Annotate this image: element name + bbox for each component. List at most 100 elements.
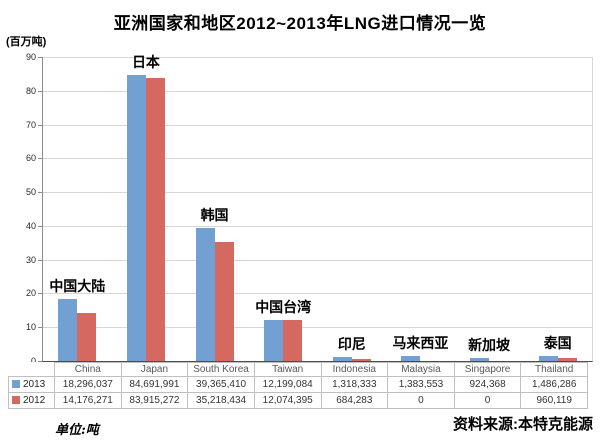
y-tick-mark-50 — [38, 192, 42, 194]
table-header-row: China Japan South Korea Taiwan Indonesia Mala… — [8, 362, 588, 377]
category-slot-china: 中国大陆 — [43, 57, 112, 361]
bar-2012-china — [77, 313, 97, 361]
category-slot-malaysia: 马来西亚 — [386, 57, 455, 361]
y-tick-mark-0 — [38, 361, 42, 362]
bar-2013-singapore — [470, 357, 490, 361]
bar-2012-indonesia — [351, 358, 371, 361]
bar-2013-indonesia — [332, 356, 352, 361]
category-slot-indonesia: 印尼 — [318, 57, 387, 361]
y-tick-mark-20 — [38, 293, 42, 295]
value-2013-singapore: 924,368 — [453, 376, 522, 393]
column-header-malaysia: Malaysia — [387, 362, 455, 377]
y-tick-label-60: 60 — [25, 153, 36, 164]
source-note: 资料来源:本特克能源 — [453, 416, 593, 433]
y-tick-label-30: 30 — [25, 254, 36, 265]
legend-label-2013: 2013 — [23, 379, 46, 390]
gridline-40 — [43, 225, 592, 227]
bar-group-label-japan: 日本 — [131, 53, 160, 70]
value-2013-taiwan: 12,199,084 — [253, 376, 322, 393]
bar-2013-taiwan — [264, 319, 284, 361]
table-row-2013: 2013 18,296,037 84,691,991 39,365,410 12,199… — [8, 376, 588, 393]
bar-group-label-malaysia: 马来西亚 — [392, 335, 449, 352]
column-header-indonesia: Indonesia — [320, 362, 389, 377]
category-slot-south-korea: 韩国 — [180, 57, 249, 361]
value-2013-malaysia: 1,383,553 — [387, 376, 455, 393]
plot-area: 中国大陆 日本韩国中国台湾印尼 马来西亚 新加坡 泰国 — [42, 54, 593, 362]
y-tick-label-70: 70 — [25, 119, 36, 130]
bar-2012-thailand — [557, 357, 577, 361]
category-slot-singapore: 新加坡 — [455, 57, 524, 361]
y-tick-mark-60 — [38, 158, 42, 160]
y-tick-mark-90 — [38, 57, 42, 58]
bar-2013-malaysia — [401, 356, 421, 361]
gridline-80 — [43, 90, 592, 92]
data-table: China Japan South Korea Taiwan Indonesia Mala… — [8, 362, 588, 409]
gridline-90 — [43, 57, 592, 58]
bar-group-label-singapore: 新加坡 — [468, 336, 511, 353]
y-axis-unit-label: (百万吨) — [6, 36, 47, 48]
value-2013-south-korea: 39,365,410 — [187, 376, 255, 393]
y-tick-mark-70 — [38, 124, 42, 126]
bar-group-label-indonesia: 印尼 — [337, 335, 366, 352]
y-tick-label-80: 80 — [25, 85, 36, 96]
table-row-2012: 2012 14,176,271 83,915,272 35,218,434 12,074… — [8, 392, 588, 409]
bar-group-label-china: 中国大陆 — [49, 278, 106, 295]
gridline-30 — [43, 259, 592, 261]
bar-2012-taiwan — [283, 320, 303, 361]
y-tick-label-90: 90 — [25, 52, 36, 62]
y-tick-label-20: 20 — [25, 288, 36, 299]
chart-title: 亚洲国家和地区2012~2013年LNG进口情况一览 — [113, 14, 487, 33]
bar-2013-south-korea — [195, 228, 215, 361]
value-2012-south-korea: 35,218,434 — [187, 392, 255, 409]
bar-2013-thailand — [538, 355, 558, 361]
legend-swatch-2013 — [12, 380, 20, 388]
legend-cell-2013: 2013 — [8, 376, 55, 393]
gridline-20 — [43, 293, 592, 295]
y-tick-mark-80 — [38, 90, 42, 92]
legend-swatch-2012 — [12, 396, 20, 404]
bar-group-label-south-korea: 韩国 — [200, 207, 229, 224]
value-2013-china: 18,296,037 — [54, 376, 122, 393]
value-2013-thailand: 1,486,286 — [520, 376, 588, 393]
value-2013-indonesia: 1,318,333 — [320, 376, 389, 393]
bar-group-label-taiwan: 中国台湾 — [255, 298, 312, 315]
bar-2013-japan — [126, 74, 146, 361]
value-2012-china: 14,176,271 — [54, 392, 122, 409]
y-tick-label-0: 0 — [30, 356, 36, 366]
column-header-south-korea: South Korea — [187, 362, 255, 377]
y-tick-mark-40 — [38, 225, 42, 227]
value-2012-japan: 83,915,272 — [120, 392, 189, 409]
bar-2012-japan — [145, 77, 165, 361]
value-2012-singapore: 0 — [453, 392, 522, 409]
y-tick-label-40: 40 — [25, 220, 36, 231]
bar-2012-south-korea — [214, 242, 234, 361]
y-tick-mark-30 — [38, 259, 42, 261]
bar-2013-china — [58, 299, 78, 361]
column-header-thailand: Thailand — [520, 362, 588, 377]
value-2012-thailand: 960,119 — [520, 392, 588, 409]
value-2012-taiwan: 12,074,395 — [253, 392, 322, 409]
y-tick-label-50: 50 — [25, 187, 36, 198]
column-header-singapore: Singapore — [453, 362, 522, 377]
value-2012-indonesia: 684,283 — [320, 392, 389, 409]
y-tick-mark-10 — [38, 327, 42, 329]
gridline-50 — [43, 192, 592, 194]
legend-label-2012: 2012 — [23, 395, 46, 406]
column-header-china: China — [54, 362, 122, 377]
category-slot-taiwan: 中国台湾 — [249, 57, 318, 361]
column-header-japan: Japan — [120, 362, 189, 377]
gridline-70 — [43, 124, 592, 126]
y-tick-label-10: 10 — [25, 322, 36, 333]
category-slot-japan: 日本 — [112, 54, 181, 361]
gridline-60 — [43, 158, 592, 160]
category-slot-thailand: 泰国 — [523, 57, 592, 361]
legend-cell-2012: 2012 — [8, 392, 55, 409]
gridline-10 — [43, 327, 592, 329]
unit-note: 单位:吨 — [55, 423, 99, 438]
table-corner-cell — [8, 362, 55, 377]
column-header-taiwan: Taiwan — [253, 362, 322, 377]
value-2013-japan: 84,691,991 — [120, 376, 189, 393]
value-2012-malaysia: 0 — [387, 392, 455, 409]
bar-group-label-thailand: 泰国 — [543, 334, 572, 351]
